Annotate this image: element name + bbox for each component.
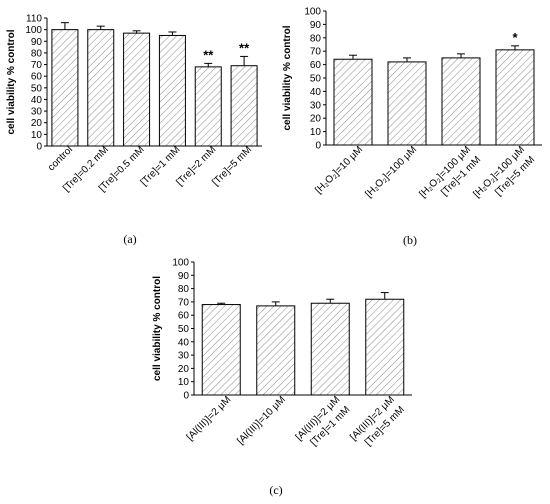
- y-tick-label: 100: [25, 25, 42, 36]
- y-axis-label: cell viability % control: [282, 25, 293, 130]
- y-tick-label: 10: [310, 127, 322, 138]
- y-tick-label: 110: [26, 14, 42, 25]
- y-tick-label: 70: [310, 47, 322, 58]
- y-tick-label: 20: [310, 114, 322, 125]
- significance-marker: *: [512, 30, 518, 45]
- y-tick-label: 50: [310, 74, 322, 85]
- y-tick-label: 10: [31, 130, 43, 141]
- y-tick-label: 40: [310, 87, 322, 98]
- bar: [158, 34, 186, 147]
- y-tick-label: 90: [310, 20, 322, 31]
- y-tick-label: 70: [178, 297, 190, 308]
- y-tick-label: 100: [172, 258, 189, 269]
- bar: [310, 302, 350, 396]
- y-tick-label: 20: [31, 118, 43, 129]
- y-tick-label: 30: [178, 351, 190, 362]
- y-tick-label: 80: [310, 33, 322, 44]
- y-tick-label: 70: [31, 60, 43, 71]
- bar: [194, 66, 222, 147]
- y-axis-label: cell viability % control: [152, 276, 163, 381]
- y-tick-label: 80: [178, 284, 190, 295]
- y-tick-label: 10: [178, 377, 190, 388]
- y-tick-label: 30: [310, 100, 322, 111]
- y-tick-label: 0: [36, 142, 42, 153]
- chart-b: 0 10 20 30 40 50 60 70 80 90 100 cell viability % c…: [282, 7, 542, 247]
- y-tick-label: 100: [304, 7, 321, 18]
- bar: [87, 29, 115, 147]
- bar: [365, 298, 405, 396]
- bar: [201, 304, 241, 396]
- category-label: [Al(III)]=2 μM: [185, 394, 234, 443]
- y-tick-label: 0: [315, 141, 321, 152]
- y-tick-label: 60: [31, 72, 43, 83]
- bar: [387, 61, 427, 146]
- bar: [495, 49, 535, 146]
- y-tick-label: 60: [310, 60, 322, 71]
- bar: [256, 305, 296, 396]
- panel-label: (b): [403, 233, 417, 247]
- chart-c: 0 10 20 30 40 50 60 70 80 90 100 cell viability % c…: [152, 258, 412, 497]
- y-tick-label: 0: [183, 391, 189, 402]
- y-tick-label: 80: [31, 48, 43, 59]
- bar: [51, 29, 79, 147]
- category-label: [H₂O₂]=10 μM: [313, 144, 365, 196]
- y-tick-label: 50: [31, 83, 43, 94]
- y-axis-label: cell viability % control: [6, 29, 17, 134]
- bar: [333, 58, 373, 146]
- significance-marker: **: [239, 40, 250, 55]
- panel-label: (a): [123, 232, 136, 246]
- significance-marker: **: [203, 47, 214, 62]
- y-tick-label: 60: [178, 311, 190, 322]
- y-tick-label: 40: [31, 95, 43, 106]
- panel-label: (c): [269, 483, 282, 497]
- category-label: [Al(III)]=10 μM: [235, 394, 288, 447]
- y-tick-label: 90: [31, 37, 43, 48]
- y-tick-label: 90: [178, 271, 190, 282]
- y-tick-label: 40: [178, 337, 190, 348]
- bar: [123, 32, 151, 147]
- y-tick-label: 20: [178, 364, 190, 375]
- y-tick-label: 50: [178, 324, 190, 335]
- category-label: control: [46, 144, 75, 173]
- bar: [441, 57, 481, 146]
- bar: [230, 65, 258, 147]
- y-tick-label: 30: [31, 107, 43, 118]
- category-label: [H₂O₂]=100 μM: [363, 144, 419, 200]
